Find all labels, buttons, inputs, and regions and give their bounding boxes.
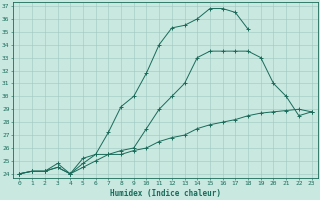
X-axis label: Humidex (Indice chaleur): Humidex (Indice chaleur)	[110, 189, 221, 198]
